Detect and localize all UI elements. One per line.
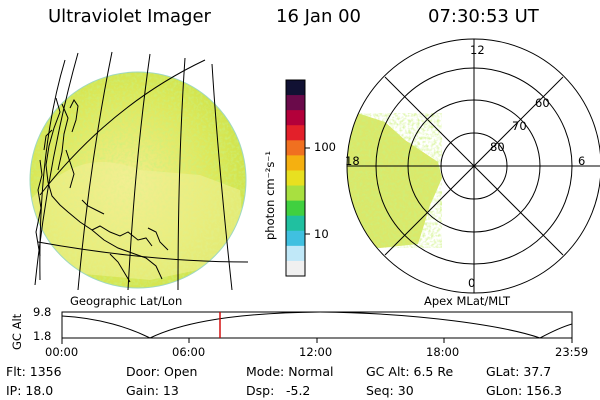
info-mode: Mode: Normal	[246, 364, 334, 379]
colorbar	[285, 79, 310, 277]
colorbar-band	[286, 155, 305, 172]
mlat-label-70: 70	[512, 119, 527, 133]
colorbar-band	[286, 260, 305, 277]
time-tick-1800: 18:00	[426, 345, 460, 359]
apex-caption: Apex MLat/MLT	[424, 294, 511, 308]
colorbar-unit-label: photon cm⁻²s⁻¹	[263, 151, 277, 240]
coastlines	[35, 97, 169, 283]
colorbar-band	[286, 80, 305, 96]
time-tick-0000: 00:00	[45, 345, 79, 359]
info-flight: Flt: 1356	[6, 364, 62, 379]
geographic-image	[29, 51, 249, 291]
info-sequence: Seq: 30	[366, 383, 414, 398]
colorbar-band	[286, 95, 305, 111]
info-door: Door: Open	[126, 364, 198, 379]
info-gain: Gain: 13	[126, 383, 179, 398]
mlt-label-18: 18	[345, 154, 360, 168]
info-dsp-value: -5.2	[286, 383, 311, 398]
mlt-label-6: 6	[578, 154, 586, 168]
info-glat: GLat: 37.7	[486, 364, 552, 379]
geographic-caption: Geographic Lat/Lon	[70, 294, 183, 308]
colorbar-band	[286, 125, 305, 141]
mlat-label-60: 60	[535, 96, 550, 110]
colorbar-band	[286, 110, 305, 126]
time-tick-0600: 06:00	[172, 345, 206, 359]
time-tick-2359: 23:59	[555, 345, 589, 359]
instrument-title: Ultraviolet Imager	[48, 6, 211, 27]
altitude-tick-bottom: 1.8	[33, 329, 52, 343]
colorbar-band	[286, 215, 305, 232]
time-tick-1200: 12:00	[299, 345, 333, 359]
polar-image	[346, 38, 600, 294]
info-ip: IP: 18.0	[6, 383, 54, 398]
info-gc-altitude: GC Alt: 6.5 Re	[366, 364, 454, 379]
colorbar-band	[286, 200, 305, 217]
colorbar-band	[286, 230, 305, 247]
mlt-label-0: 0	[468, 276, 476, 290]
info-glon: GLon: 156.3	[486, 383, 562, 398]
observation-date: 16 Jan 00	[276, 6, 361, 27]
altitude-tick-top: 9.8	[33, 305, 52, 319]
altitude-axis-label: GC Alt	[10, 313, 24, 350]
colorbar-band	[286, 140, 305, 156]
colorbar-band	[286, 170, 305, 187]
mlt-label-12: 12	[470, 43, 485, 57]
observation-time: 07:30:53 UT	[428, 6, 539, 27]
colorbar-tick-10: 10	[314, 227, 329, 241]
colorbar-band	[286, 245, 305, 262]
colorbar-band	[286, 185, 305, 202]
meridian-lines	[34, 51, 233, 291]
altitude-plot	[61, 311, 573, 344]
parallel-lines	[37, 59, 249, 263]
colorbar-tick-100: 100	[314, 140, 336, 154]
mlat-label-80: 80	[490, 140, 505, 154]
info-dsp-label: Dsp:	[246, 383, 275, 398]
